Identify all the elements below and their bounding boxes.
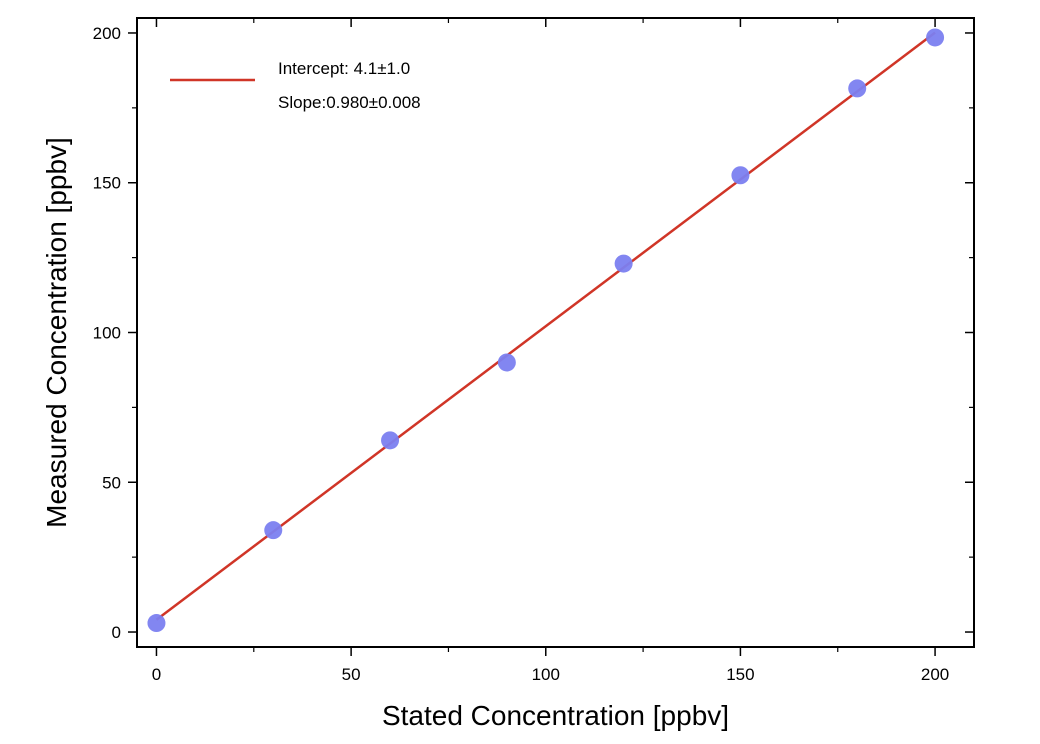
data-point [381, 431, 400, 450]
y-tick-label: 50 [102, 473, 121, 492]
plot-frame [136, 17, 975, 648]
x-tick-label: 150 [726, 665, 754, 684]
axis-ticks [128, 18, 974, 656]
fit-line [155, 31, 936, 621]
data-point [731, 166, 750, 185]
x-tick-label: 50 [342, 665, 361, 684]
data-point [848, 79, 867, 98]
tick-labels: 0 50 100 150 200 0 50 100 150 200 [93, 24, 950, 684]
y-tick-label: 150 [93, 174, 121, 193]
data-points [147, 28, 945, 633]
legend: Intercept: 4.1±1.0 Slope:0.980±0.008 [170, 59, 421, 112]
y-tick-label: 0 [112, 623, 121, 642]
x-axis-title: Stated Concentration [ppbv] [382, 700, 729, 731]
y-tick-label: 200 [93, 24, 121, 43]
x-tick-label: 200 [921, 665, 949, 684]
data-point [147, 614, 166, 633]
data-point [926, 28, 945, 47]
x-tick-label: 0 [152, 665, 161, 684]
y-tick-label: 100 [93, 324, 121, 343]
fit-line-layer [155, 31, 936, 621]
y-axis-title: Measured Concentration [ppbv] [41, 137, 72, 528]
data-point [497, 353, 516, 372]
data-point [614, 254, 633, 273]
x-tick-label: 100 [532, 665, 560, 684]
data-point [264, 521, 283, 540]
legend-intercept-text: Intercept: 4.1±1.0 [278, 59, 410, 78]
legend-slope-text: Slope:0.980±0.008 [278, 93, 421, 112]
